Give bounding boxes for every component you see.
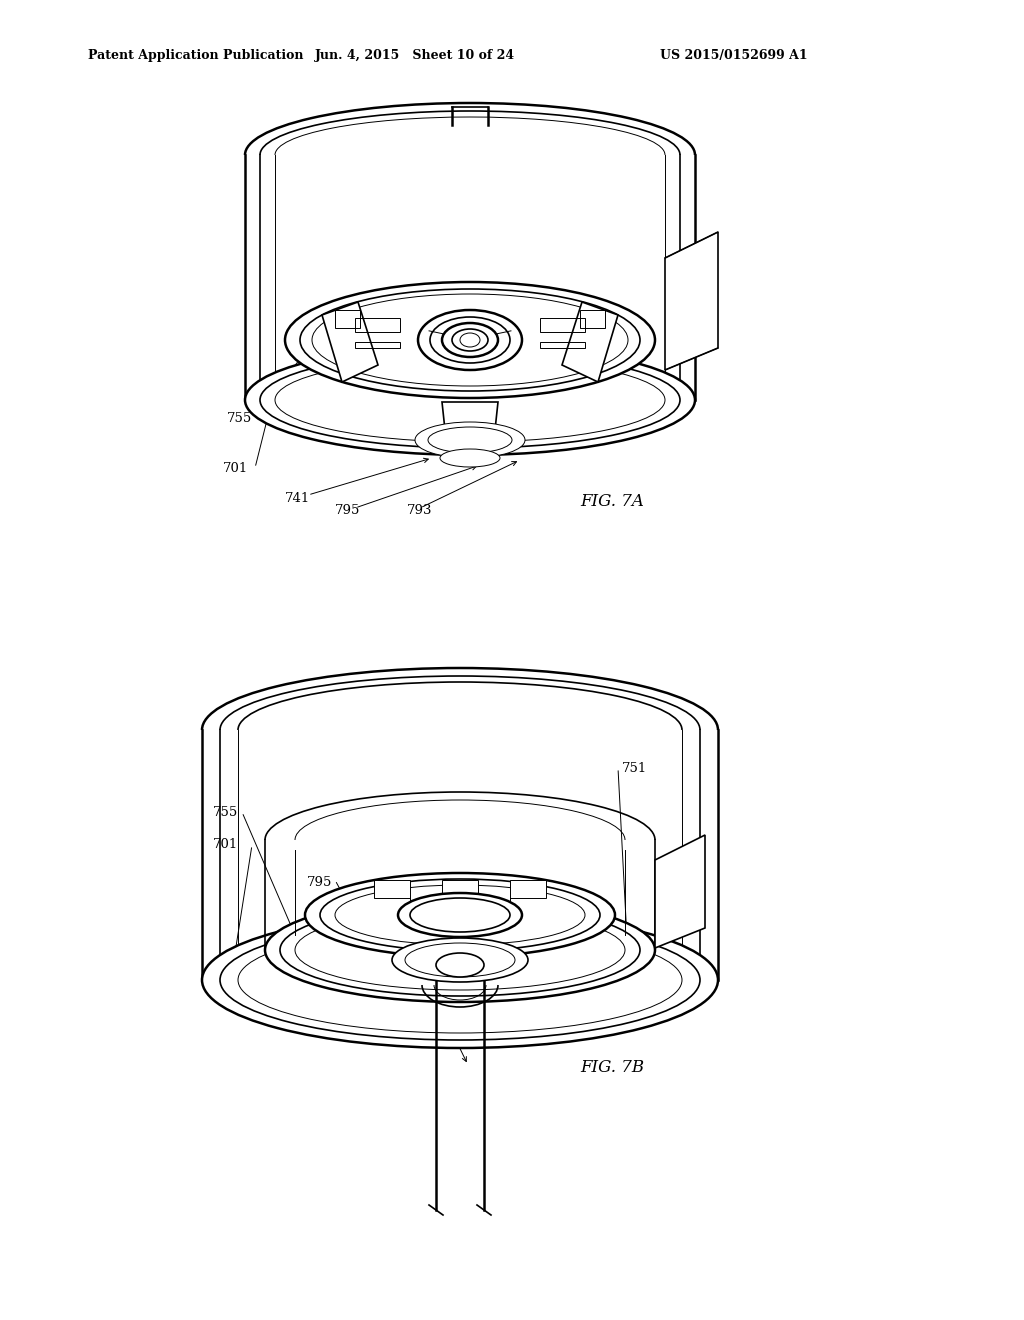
Text: 751: 751: [622, 762, 647, 775]
Ellipse shape: [460, 333, 480, 347]
Bar: [540, 342, 585, 348]
Polygon shape: [442, 403, 498, 458]
Text: 793: 793: [408, 503, 433, 516]
Text: 757: 757: [442, 875, 468, 888]
Text: 793: 793: [371, 891, 395, 903]
Text: Patent Application Publication: Patent Application Publication: [88, 49, 303, 62]
Text: 795: 795: [335, 503, 360, 516]
Ellipse shape: [305, 873, 615, 957]
Ellipse shape: [285, 282, 655, 399]
Polygon shape: [665, 232, 718, 370]
Ellipse shape: [415, 422, 525, 458]
Text: 701: 701: [223, 462, 248, 474]
Bar: [335, 310, 360, 327]
Bar: [458, 356, 482, 366]
Bar: [374, 880, 410, 898]
Ellipse shape: [440, 449, 500, 467]
Ellipse shape: [398, 894, 522, 937]
Ellipse shape: [418, 310, 522, 370]
Text: US 2015/0152699 A1: US 2015/0152699 A1: [660, 49, 808, 62]
Polygon shape: [562, 302, 618, 381]
Text: 741: 741: [286, 491, 310, 504]
Text: 701: 701: [213, 838, 238, 851]
Bar: [355, 318, 400, 333]
Ellipse shape: [265, 898, 655, 1002]
Bar: [355, 342, 400, 348]
Ellipse shape: [436, 953, 484, 977]
Bar: [540, 318, 585, 333]
Text: 755: 755: [226, 412, 252, 425]
Ellipse shape: [442, 323, 498, 356]
Bar: [452, 341, 488, 352]
Ellipse shape: [392, 939, 528, 982]
Text: 795: 795: [307, 875, 333, 888]
Bar: [580, 310, 605, 327]
Bar: [510, 880, 546, 898]
Text: Jun. 4, 2015   Sheet 10 of 24: Jun. 4, 2015 Sheet 10 of 24: [315, 49, 515, 62]
Ellipse shape: [245, 345, 695, 455]
Ellipse shape: [202, 912, 718, 1048]
Polygon shape: [322, 302, 378, 381]
Text: FIG. 7A: FIG. 7A: [580, 494, 644, 511]
Text: 751: 751: [620, 384, 645, 396]
Text: FIG. 7B: FIG. 7B: [580, 1060, 644, 1077]
Polygon shape: [655, 836, 705, 948]
Text: 755: 755: [213, 805, 238, 818]
Bar: [442, 880, 478, 898]
